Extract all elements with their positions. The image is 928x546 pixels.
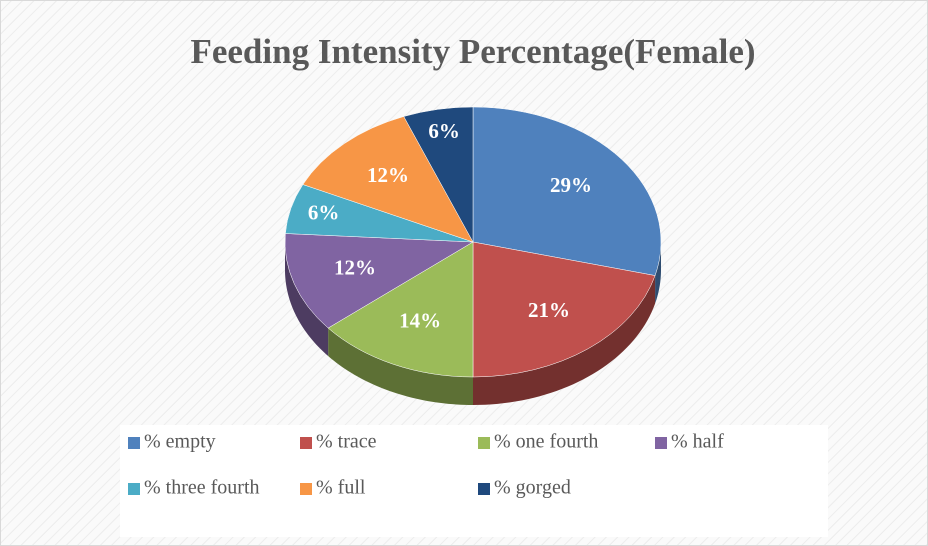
legend-label: % half xyxy=(671,431,724,453)
legend-swatch xyxy=(655,437,667,449)
slice-side xyxy=(655,242,661,304)
slice xyxy=(302,116,474,243)
legend-label: % empty xyxy=(144,431,216,453)
legend-label: % full xyxy=(316,477,366,499)
value-label: 12% xyxy=(367,163,409,187)
value-label: 14% xyxy=(399,308,441,332)
legend-swatch xyxy=(300,483,312,495)
legend-swatch xyxy=(300,437,312,449)
value-label: 6% xyxy=(428,119,460,143)
slice xyxy=(472,241,656,378)
slice xyxy=(284,233,474,329)
legend-label: % one fourth xyxy=(494,431,598,453)
slice xyxy=(403,106,474,243)
value-label: 21% xyxy=(528,298,570,322)
legend-label: % gorged xyxy=(494,477,571,499)
legend-swatch xyxy=(478,483,490,495)
slice-side xyxy=(473,275,656,405)
value-label: 12% xyxy=(334,255,376,279)
chart-title: Feeding Intensity Percentage(Female) xyxy=(190,32,755,71)
slice-side xyxy=(328,328,473,405)
legend-swatch xyxy=(128,483,140,495)
value-label: 29% xyxy=(550,173,592,197)
legend-swatch xyxy=(128,437,140,449)
legend-swatch xyxy=(478,437,490,449)
legend-box xyxy=(120,425,828,537)
legend-label: % trace xyxy=(316,431,377,453)
value-label: 6% xyxy=(308,200,340,224)
slice-side xyxy=(285,242,329,357)
slice xyxy=(327,241,474,378)
legend-label: % three fourth xyxy=(144,477,260,499)
slice xyxy=(472,106,662,276)
